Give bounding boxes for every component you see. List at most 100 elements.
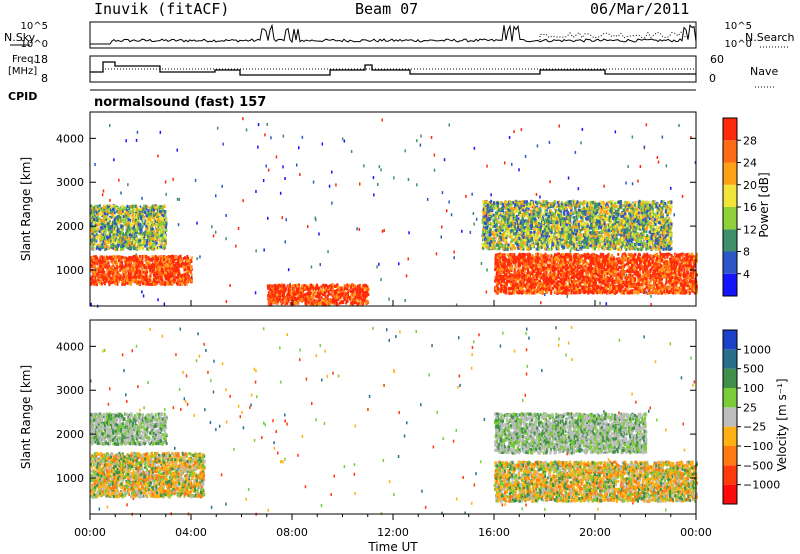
heatmap-cell [135,256,138,260]
heatmap-cell [680,278,683,282]
heatmap-cell [521,255,524,259]
heatmap-cell [116,266,119,270]
heatmap-cell [569,272,572,276]
heatmap-cell [355,298,358,302]
noise-cell [222,142,224,146]
noise-cell [643,145,646,149]
nave-label: Nave [750,65,778,78]
heatmap-cell [170,271,173,275]
noise-cell [343,139,346,143]
heatmap-cell [553,253,556,257]
noise-cell [625,235,628,238]
noise-cell [567,176,570,180]
heatmap-cell [174,256,177,259]
noise-cell [426,197,429,201]
heatmap-cell [682,256,685,260]
heatmap-cell [154,280,157,284]
heatmap-cell [144,282,147,286]
heatmap-cell [172,267,175,271]
heatmap-cell [176,278,179,282]
heatmap-cell [165,271,167,275]
heatmap-cell [289,298,292,301]
heatmap-cell [162,274,165,277]
heatmap-cell [497,254,500,258]
heatmap-cell [140,272,143,276]
heatmap-cell [323,291,326,295]
heatmap-cell [133,275,136,279]
heatmap-cell [170,264,173,267]
nave-tick-bottom: 0 [709,72,716,85]
noise-cell [172,177,174,181]
heatmap-cell [296,290,299,294]
heatmap-cell [609,290,612,294]
noise-cell [471,192,473,196]
heatmap-cell [154,282,157,286]
heatmap-cell [270,299,273,303]
heatmap-cell [139,264,142,268]
heatmap-cell [534,252,537,256]
heatmap-cell [171,266,174,269]
heatmap-cell [153,255,156,259]
heatmap-cell [124,272,127,276]
heatmap-cell [141,255,144,258]
noise-cell [142,294,145,298]
heatmap-cell [358,295,361,299]
heatmap-cell [267,301,270,305]
heatmap-cell [100,278,103,282]
heatmap-cell [314,292,316,296]
heatmap-cell [665,252,667,256]
heatmap-cell [636,265,639,269]
heatmap-cell [95,279,97,283]
noise-cell [472,212,475,215]
heatmap-cell [505,282,508,286]
heatmap-cell [149,257,152,261]
heatmap-cell [110,259,113,263]
heatmap-cell [283,300,286,303]
heatmap-cell [106,275,109,278]
heatmap-cell [124,256,127,260]
heatmap-cell [120,261,123,265]
heatmap-cell [113,277,116,281]
heatmap-cell [144,268,147,272]
heatmap-cell [181,262,184,265]
heatmap-cell [115,258,118,262]
noise-cell [469,230,472,234]
heatmap-cell [124,262,127,266]
heatmap-cell [187,274,190,278]
heatmap-cell [185,277,187,281]
heatmap-cell [170,269,173,273]
heatmap-cell [118,273,121,276]
heatmap-cell [175,269,178,273]
heatmap-cell [351,301,354,305]
heatmap-cell [144,255,147,259]
heatmap-cell [105,279,108,283]
heatmap-cell [644,265,647,269]
heatmap-cell [684,253,687,257]
heatmap-cell [555,277,558,281]
heatmap-cell [367,293,370,297]
heatmap-cell [127,263,130,267]
heatmap-cell [131,274,133,278]
heatmap-cell [176,261,179,265]
heatmap-cell [276,301,279,305]
heatmap-cell [182,262,185,266]
heatmap-cell [619,266,622,270]
heatmap-cell [186,269,189,273]
heatmap-cell [145,277,148,281]
heatmap-cell [145,263,148,267]
heatmap-cell [297,301,300,305]
noise-cell [388,297,390,301]
heatmap-cell [339,296,342,299]
heatmap-cell [514,271,517,275]
heatmap-cell [550,289,553,293]
heatmap-cell [135,275,138,279]
heatmap-cell [520,275,523,279]
nsearch-tick-bottom: 10^0 [725,39,752,50]
heatmap-cell [173,273,176,277]
heatmap-cell [180,275,183,279]
heatmap-cell [146,275,149,279]
heatmap-cell [169,274,172,278]
heatmap-cell [175,262,178,266]
noise-cell [448,123,450,127]
heatmap-cell [135,272,138,276]
